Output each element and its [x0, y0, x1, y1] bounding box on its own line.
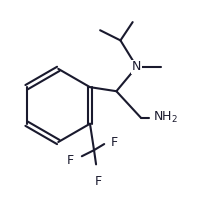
Text: F: F	[110, 136, 117, 148]
Text: F: F	[67, 154, 74, 167]
Text: NH$_2$: NH$_2$	[153, 110, 178, 125]
Text: F: F	[95, 175, 102, 187]
Text: N: N	[132, 60, 141, 73]
